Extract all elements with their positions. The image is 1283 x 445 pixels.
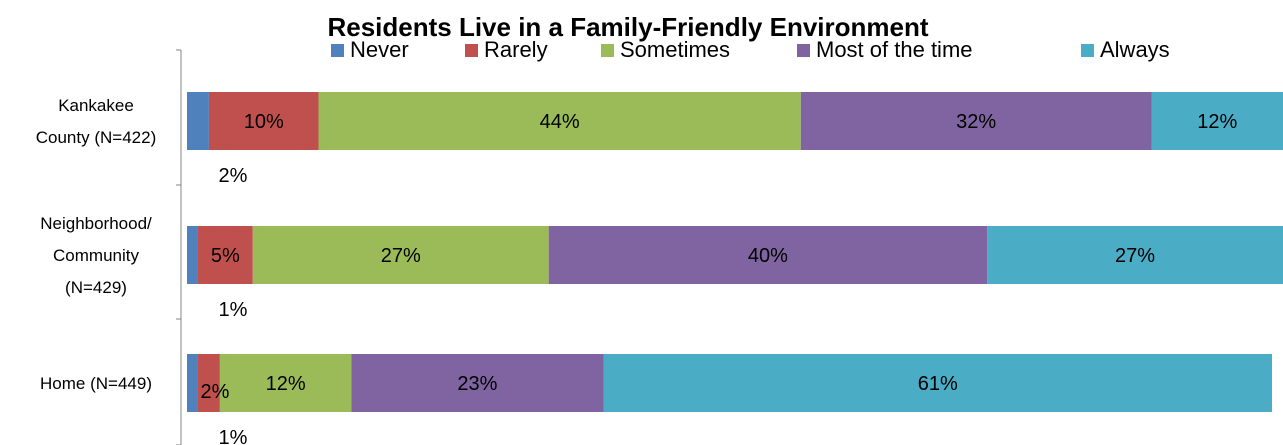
bar-never-1 [187,226,198,284]
data-label-most-of-the-time-2: 23% [457,373,497,395]
legend-swatch-most-of-the-time [797,44,810,57]
legend-swatch-rarely [465,44,478,57]
bar-sometimes-1 [252,226,549,284]
legend-swatch-never [331,44,344,57]
data-label-never-2: 1% [219,427,248,445]
bar-rarely-0 [208,92,319,150]
legend-label-sometimes: Sometimes [620,37,730,62]
bar-never-0 [187,92,209,150]
legend-swatch-sometimes [601,44,614,57]
data-label-most-of-the-time-1: 40% [748,245,788,267]
chart-title: Residents Live in a Family-Friendly Envi… [327,12,928,42]
bar-never-2 [187,354,198,412]
bar-most-of-the-time-1 [548,226,988,284]
legend: Never Rarely Sometimes Most of the time Alwa… [331,37,1170,62]
bar-rarely-1 [197,226,253,284]
category-labels: Kankakee County (N=422) Neighborhood/Commu… [36,96,156,393]
data-label-sometimes-0: 44% [540,111,580,133]
bar-sometimes-2 [219,354,352,412]
category-label-2: Home (N=449) [40,374,152,393]
data-labels: 2% 10% 44% 32% 12% 1% 5% 27% 40% 27% 1% 2% 12% 23% 61% [200,111,1237,445]
data-label-always-2: 61% [918,373,958,395]
bar-always-2 [603,354,1273,412]
data-label-sometimes-1: 27% [381,245,421,267]
data-label-always-1: 27% [1115,245,1155,267]
bar-rarely-2 [197,354,220,412]
category-label-0: Kankakee County (N=422) [36,96,156,147]
data-label-rarely-2: 2% [200,381,229,403]
legend-label-always: Always [1100,37,1170,62]
legend-label-never: Never [350,37,409,62]
bar-most-of-the-time-2 [351,354,604,412]
data-label-rarely-1: 5% [211,245,240,267]
data-label-never-1: 1% [219,299,248,321]
data-label-always-0: 12% [1197,111,1237,133]
data-label-sometimes-2: 12% [266,373,306,395]
bars [187,92,1283,412]
legend-label-rarely: Rarely [484,37,548,62]
bar-sometimes-0 [318,92,801,150]
bar-most-of-the-time-0 [800,92,1152,150]
legend-swatch-always [1081,44,1094,57]
bar-always-1 [987,226,1283,284]
category-label-1: Neighborhood/Community (N=429) [40,214,152,297]
data-label-rarely-0: 10% [244,111,284,133]
legend-label-most-of-the-time: Most of the time [816,37,973,62]
y-axis-ticks [176,49,181,445]
data-label-most-of-the-time-0: 32% [956,111,996,133]
bar-always-0 [1151,92,1283,150]
data-label-never-0: 2% [219,165,248,187]
